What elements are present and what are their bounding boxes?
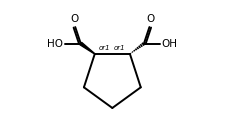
Text: O: O <box>145 14 153 24</box>
Text: or1: or1 <box>99 45 110 51</box>
Text: HO: HO <box>47 39 63 49</box>
Polygon shape <box>79 42 94 54</box>
Text: or1: or1 <box>113 45 125 51</box>
Text: O: O <box>70 14 79 24</box>
Text: OH: OH <box>161 39 177 49</box>
